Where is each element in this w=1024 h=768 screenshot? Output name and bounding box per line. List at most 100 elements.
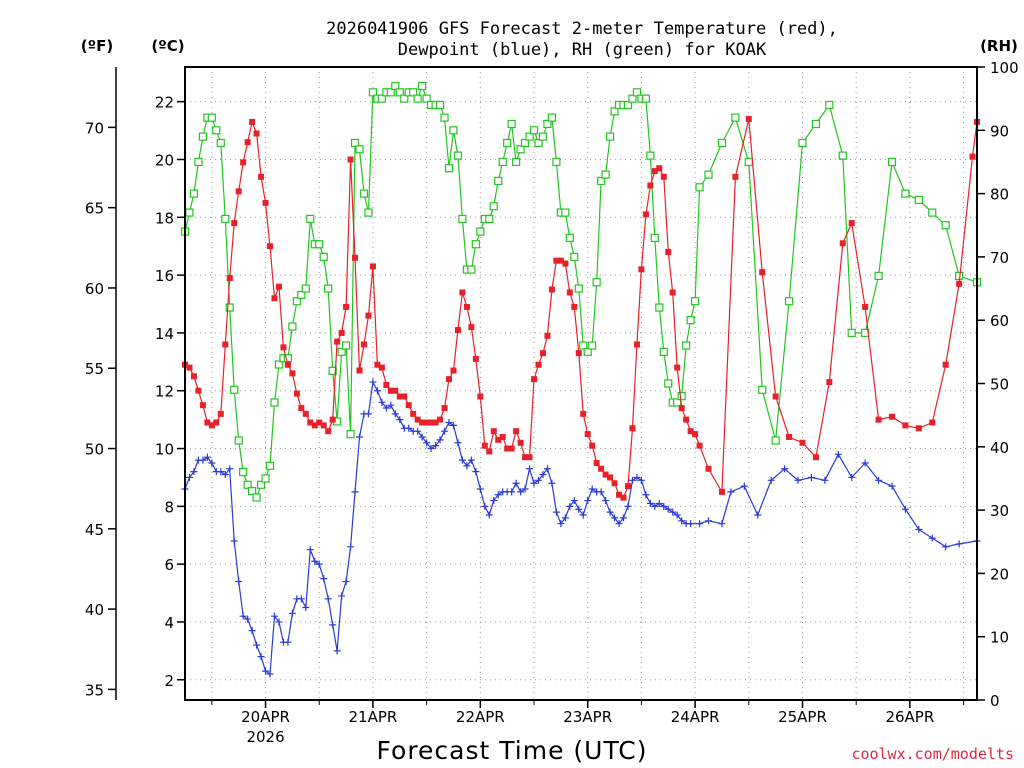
rh-tick-label: 40 (990, 439, 1009, 457)
temperature-point (562, 260, 569, 267)
rh-point (610, 107, 619, 116)
dewpoint-point (387, 401, 395, 409)
dewpoint-point (472, 468, 480, 476)
temperature-point (495, 436, 502, 443)
f-tick-label: 55 (85, 360, 104, 378)
dewpoint-point (333, 647, 341, 655)
dewpoint-point (875, 476, 883, 484)
dewpoint-point (414, 427, 422, 435)
rh-point (605, 132, 615, 141)
temperature-point (280, 344, 287, 351)
rh-point (538, 132, 548, 141)
x-tick-label: 25APR (778, 708, 827, 726)
dewpoint-point (942, 543, 950, 551)
rh-point (458, 214, 467, 224)
dewpoint-point (928, 534, 936, 542)
temperature-point (812, 454, 819, 461)
rh-point (288, 322, 297, 331)
rh-point (409, 88, 418, 97)
dewpoint-point (534, 476, 542, 484)
temperature-point (705, 465, 712, 472)
rh-point (435, 100, 445, 110)
dewpoint-point (275, 618, 283, 626)
temperature-point (647, 182, 654, 189)
temperature-point (267, 243, 274, 250)
rh-point (901, 189, 910, 198)
rh-point (887, 157, 897, 167)
rh-point (368, 88, 378, 97)
dewpoint-point (485, 511, 493, 519)
temperature-point (683, 416, 690, 423)
rh-point (418, 81, 427, 91)
temperature-point (374, 361, 381, 368)
dewpoint-point (463, 462, 471, 470)
temperature-point (428, 419, 435, 426)
temperature-point (392, 387, 399, 394)
dewpoint-point (351, 488, 359, 496)
temperature-point (334, 338, 341, 345)
temperature-point (642, 211, 649, 218)
temperature-point (387, 387, 394, 394)
rh-point (825, 100, 834, 110)
temperature-point (862, 303, 869, 310)
temperature-point (799, 439, 806, 446)
temperature-point (463, 303, 470, 310)
rh-point (261, 474, 270, 483)
dewpoint-point (441, 427, 449, 435)
rh-point (248, 487, 257, 496)
dewpoint-point (539, 471, 547, 479)
dewpoint-point (217, 468, 225, 476)
x-tick-label: 23APR (563, 708, 612, 726)
dewpoint-point (655, 499, 663, 507)
temperature-point (262, 199, 269, 206)
temperature-point (557, 257, 564, 264)
temperature-point (839, 240, 846, 247)
rh-point (494, 176, 503, 186)
rh-point (503, 138, 512, 148)
temperature-point (302, 410, 309, 417)
rh-tick-label: 0 (990, 692, 1000, 710)
temperature-point (329, 416, 336, 423)
temperature-point (508, 445, 515, 452)
dewpoint-point (664, 505, 672, 513)
rh-point (512, 157, 521, 167)
dewpoint-point (378, 398, 386, 406)
temperature-point (432, 419, 439, 426)
temperature-point (199, 402, 206, 409)
temperature-point (674, 364, 681, 371)
f-tick-label: 70 (85, 119, 104, 137)
dewpoint-point (244, 615, 252, 623)
temperature-series (182, 116, 980, 501)
temperature-point (611, 480, 618, 487)
rh-point (592, 278, 601, 287)
dewpoint-point (369, 378, 377, 386)
rh-point (650, 233, 659, 243)
rh-point (641, 94, 650, 103)
temperature-point (490, 428, 497, 435)
rh-point (207, 113, 216, 122)
rh-point (301, 284, 310, 293)
temperature-point (405, 402, 412, 409)
dewpoint-point (476, 485, 484, 493)
rh-point (691, 297, 700, 306)
temperature-point (607, 474, 614, 481)
dewpoint-point (342, 577, 350, 585)
temperature-point (356, 367, 363, 374)
temperature-point (338, 329, 345, 336)
temperature-point (548, 286, 555, 293)
rh-point (252, 493, 261, 502)
fahrenheit-axis: 35 40 45 50 55 60 65 70 (85, 67, 117, 700)
rh-point (914, 195, 923, 205)
dewpoint-point (606, 508, 614, 516)
temperature-point (352, 254, 359, 261)
temperature-point (401, 393, 408, 400)
c-tick-label: 20 (155, 151, 174, 169)
temperature-point (584, 431, 591, 438)
rh-point (597, 176, 606, 186)
rh-point (185, 208, 194, 217)
rh-point (444, 164, 454, 173)
temperature-point (271, 295, 278, 302)
c-tick-label: 18 (155, 209, 174, 227)
chart-title-line-1: 2026041906 GFS Forecast 2-meter Temperat… (326, 19, 838, 39)
rh-point (265, 461, 275, 470)
